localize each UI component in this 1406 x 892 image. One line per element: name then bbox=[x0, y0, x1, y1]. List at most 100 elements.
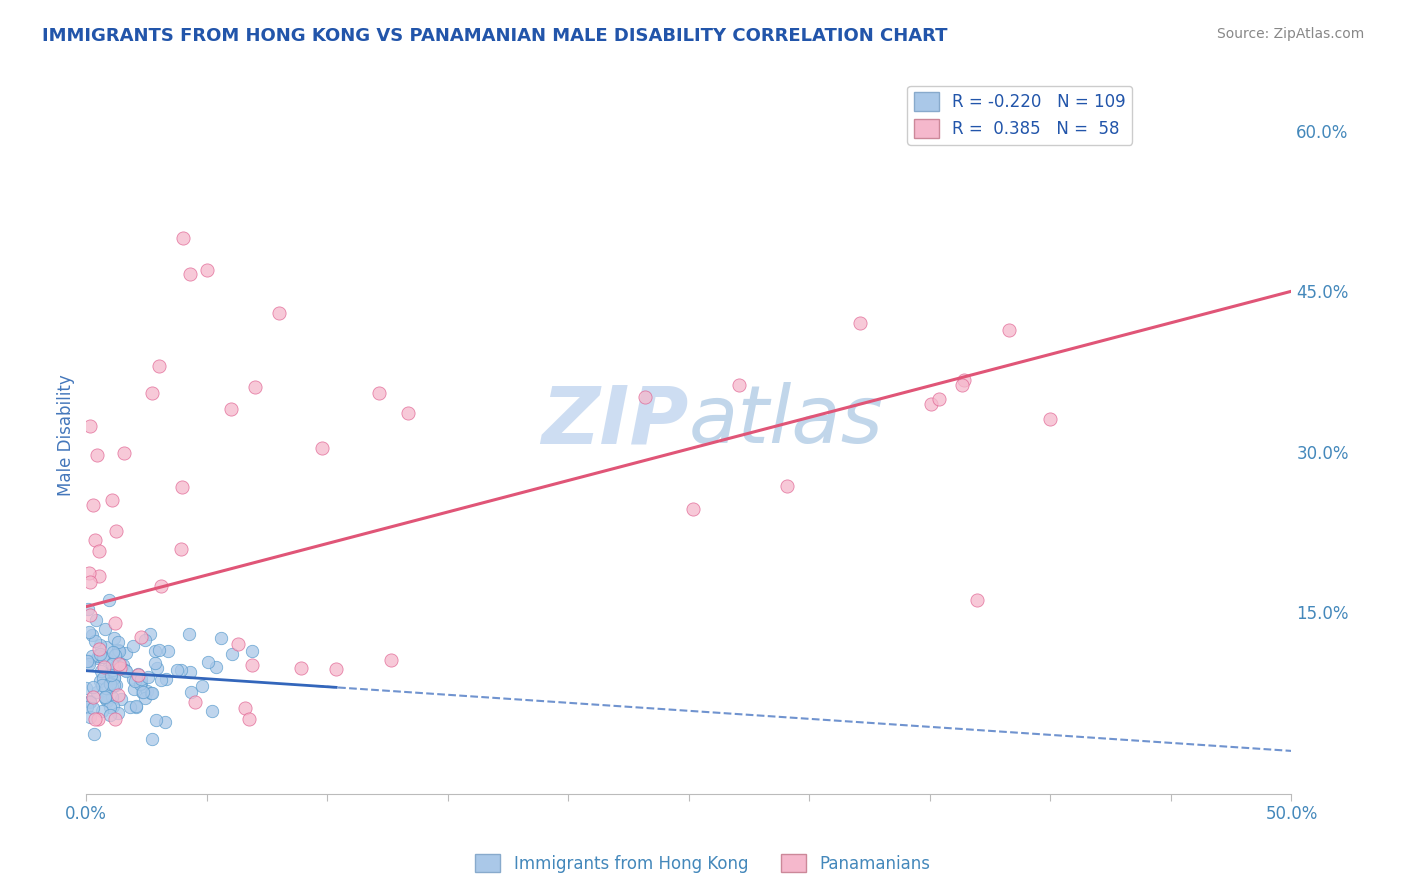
Point bbox=[134, 633, 156, 648]
Point bbox=[107, 706, 129, 721]
Point bbox=[91, 671, 114, 685]
Point bbox=[98, 699, 121, 714]
Point bbox=[131, 676, 153, 690]
Point bbox=[238, 712, 260, 726]
Point bbox=[75, 681, 97, 695]
Point bbox=[129, 673, 152, 687]
Point bbox=[201, 704, 224, 718]
Point bbox=[953, 373, 976, 387]
Point bbox=[290, 661, 312, 675]
Point bbox=[103, 671, 125, 685]
Point bbox=[149, 673, 172, 688]
Point bbox=[966, 593, 988, 607]
Point bbox=[103, 631, 125, 645]
Point bbox=[90, 704, 112, 718]
Point bbox=[101, 690, 124, 705]
Point bbox=[100, 668, 122, 682]
Point bbox=[311, 442, 333, 456]
Point bbox=[155, 715, 177, 730]
Point bbox=[79, 696, 101, 710]
Point bbox=[997, 323, 1019, 337]
Point bbox=[93, 690, 115, 705]
Point bbox=[122, 639, 145, 653]
Point bbox=[107, 642, 129, 657]
Point bbox=[77, 602, 100, 616]
Point bbox=[368, 385, 391, 400]
Point bbox=[146, 661, 169, 675]
Point bbox=[191, 679, 214, 693]
Point bbox=[177, 627, 200, 641]
Point bbox=[380, 653, 402, 667]
Point bbox=[108, 656, 131, 670]
Point bbox=[77, 624, 100, 639]
Point bbox=[107, 635, 129, 649]
Point bbox=[197, 655, 219, 669]
Point bbox=[87, 543, 110, 558]
Point bbox=[100, 664, 122, 678]
Point bbox=[87, 649, 110, 664]
Point bbox=[127, 667, 149, 681]
Point bbox=[104, 615, 127, 630]
Point bbox=[148, 359, 170, 373]
Point bbox=[226, 637, 249, 651]
Text: IMMIGRANTS FROM HONG KONG VS PANAMANIAN MALE DISABILITY CORRELATION CHART: IMMIGRANTS FROM HONG KONG VS PANAMANIAN … bbox=[42, 27, 948, 45]
Point bbox=[920, 397, 942, 411]
Point bbox=[141, 732, 163, 747]
Point bbox=[77, 654, 100, 668]
Text: ZIP: ZIP bbox=[541, 383, 689, 460]
Point bbox=[124, 699, 146, 714]
Point bbox=[129, 630, 152, 644]
Point bbox=[135, 684, 157, 698]
Point bbox=[107, 689, 129, 703]
Point bbox=[124, 674, 146, 689]
Point bbox=[127, 667, 149, 681]
Point bbox=[79, 608, 101, 623]
Point bbox=[84, 533, 107, 547]
Point bbox=[89, 673, 111, 688]
Point bbox=[96, 681, 118, 696]
Point bbox=[98, 676, 121, 690]
Point bbox=[849, 316, 872, 330]
Point bbox=[107, 644, 129, 658]
Point bbox=[82, 498, 104, 512]
Point bbox=[776, 479, 799, 493]
Point bbox=[103, 670, 125, 684]
Point bbox=[82, 680, 104, 694]
Point bbox=[114, 663, 136, 677]
Point bbox=[82, 628, 104, 642]
Point bbox=[83, 727, 105, 741]
Point bbox=[98, 708, 121, 723]
Point bbox=[233, 701, 256, 715]
Point bbox=[728, 378, 751, 392]
Point bbox=[633, 390, 655, 404]
Point bbox=[205, 659, 228, 673]
Point bbox=[132, 685, 155, 699]
Point bbox=[110, 692, 132, 706]
Point bbox=[107, 657, 129, 671]
Point bbox=[101, 492, 124, 507]
Point bbox=[89, 647, 111, 661]
Point bbox=[101, 698, 124, 713]
Point bbox=[141, 385, 163, 400]
Point bbox=[325, 662, 347, 676]
Point bbox=[396, 406, 419, 420]
Point bbox=[104, 648, 127, 662]
Point bbox=[100, 677, 122, 691]
Point bbox=[184, 695, 207, 709]
Point bbox=[89, 638, 111, 652]
Text: #c8d8f0: #c8d8f0 bbox=[689, 420, 695, 421]
Point bbox=[101, 657, 124, 672]
Point bbox=[155, 672, 177, 686]
Point bbox=[84, 614, 107, 628]
Point bbox=[89, 568, 111, 582]
Point bbox=[221, 647, 243, 661]
Point bbox=[84, 634, 107, 648]
Point bbox=[928, 392, 950, 407]
Point bbox=[219, 401, 242, 416]
Point bbox=[82, 700, 104, 714]
Point bbox=[101, 645, 124, 659]
Point bbox=[682, 501, 704, 516]
Point bbox=[79, 566, 101, 580]
Point bbox=[134, 691, 156, 706]
Point bbox=[94, 690, 117, 705]
